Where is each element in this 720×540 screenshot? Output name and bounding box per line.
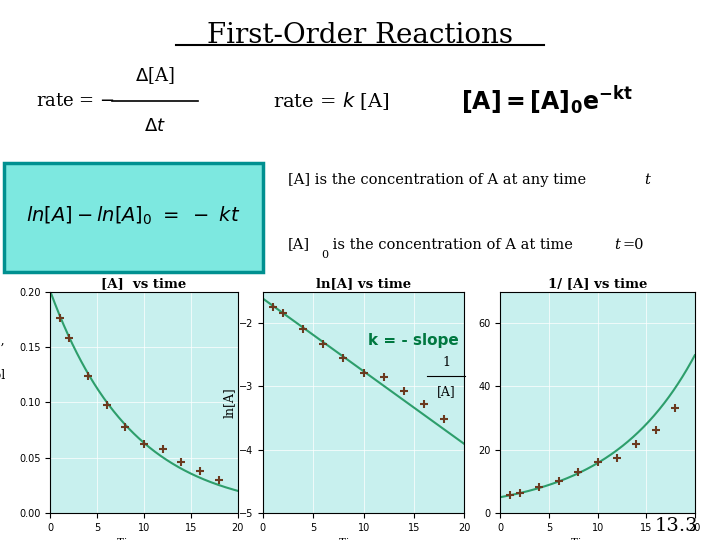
X-axis label: Time. sec: Time. sec [338, 538, 389, 540]
Text: $\mathbf{[A] = [A]_0 e^{-kt}}$: $\mathbf{[A] = [A]_0 e^{-kt}}$ [462, 84, 633, 117]
Text: mol: mol [0, 369, 6, 382]
Text: rate = $-$: rate = $-$ [36, 92, 115, 110]
FancyBboxPatch shape [4, 163, 263, 272]
Text: t: t [644, 173, 650, 187]
Text: rate = $k$ [A]: rate = $k$ [A] [273, 90, 390, 112]
Text: $\Delta$[A]: $\Delta$[A] [135, 65, 175, 86]
Text: t: t [614, 238, 620, 252]
Text: [A]: [A] [436, 384, 455, 398]
Text: [A],: [A], [0, 334, 6, 347]
Title: [A]  vs time: [A] vs time [102, 278, 186, 291]
Text: k = - slope: k = - slope [368, 333, 459, 348]
Title: 1/ [A] vs time: 1/ [A] vs time [548, 278, 647, 291]
Text: =0: =0 [622, 238, 644, 252]
Text: First-Order Reactions: First-Order Reactions [207, 22, 513, 49]
Text: 0: 0 [321, 250, 328, 260]
Y-axis label: ln[A]: ln[A] [223, 387, 236, 417]
Text: $\Delta t$: $\Delta t$ [144, 117, 166, 135]
Text: 13.3: 13.3 [654, 517, 698, 535]
X-axis label: Time. sec.: Time. sec. [571, 538, 624, 540]
Title: ln[A] vs time: ln[A] vs time [316, 278, 411, 291]
Text: [A] is the concentration of A at any time: [A] is the concentration of A at any tim… [288, 173, 590, 187]
Text: [A]: [A] [288, 238, 310, 252]
Text: $\mathit{ln[A] - ln[A]_0\ =\ -\ kt}$: $\mathit{ln[A] - ln[A]_0\ =\ -\ kt}$ [26, 205, 240, 227]
X-axis label: Time. sec.: Time. sec. [117, 538, 171, 540]
Text: 1: 1 [442, 356, 450, 369]
Text: is the concentration of A at time: is the concentration of A at time [328, 238, 577, 252]
